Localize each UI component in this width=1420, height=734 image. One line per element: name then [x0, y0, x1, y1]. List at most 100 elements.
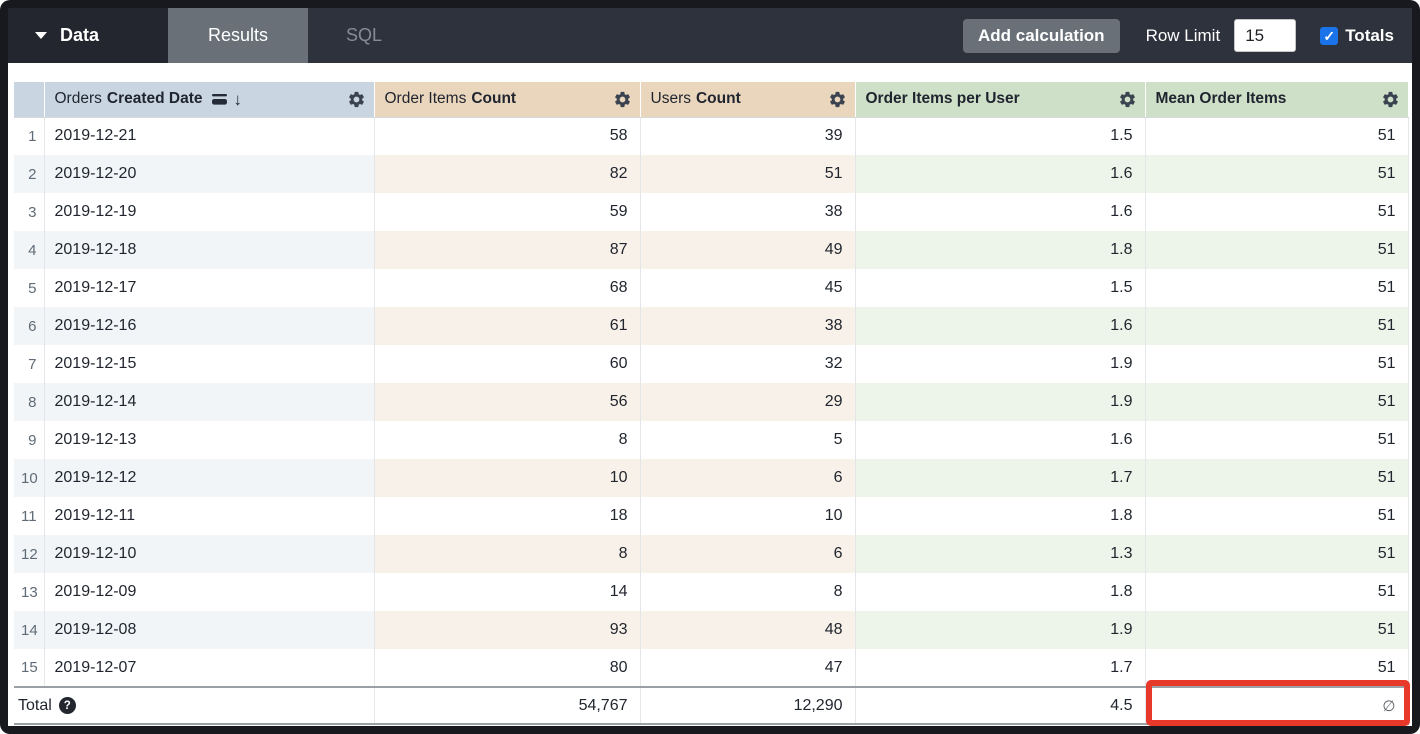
column-header-order-items-per-user[interactable]: Order Items per User [855, 82, 1146, 118]
cell-mean-order-items[interactable]: 51 [1145, 307, 1409, 345]
cell-mean-order-items[interactable]: 51 [1145, 459, 1409, 497]
cell-users-count[interactable]: 29 [640, 383, 856, 421]
cell-mean-order-items[interactable]: 51 [1145, 117, 1409, 155]
cell-mean-order-items[interactable]: 51 [1145, 649, 1409, 687]
cell-order-items-per-user[interactable]: 1.5 [855, 117, 1146, 155]
cell-order-items-count[interactable]: 87 [374, 231, 641, 269]
cell-mean-order-items[interactable]: 51 [1145, 269, 1409, 307]
total-order-items-count[interactable]: 54,767 [374, 686, 641, 725]
explore-results-panel: Data Results SQL Add calculation Row Lim… [8, 8, 1412, 726]
cell-order-items-per-user[interactable]: 1.9 [855, 383, 1146, 421]
cell-order-items-count[interactable]: 82 [374, 155, 641, 193]
cell-order-items-count[interactable]: 8 [374, 535, 641, 573]
cell-order-items-per-user[interactable]: 1.8 [855, 497, 1146, 535]
cell-order-items-per-user[interactable]: 1.8 [855, 573, 1146, 611]
cell-mean-order-items[interactable]: 51 [1145, 573, 1409, 611]
totals-checkbox-icon[interactable]: ✓ [1320, 26, 1339, 45]
cell-order-items-count[interactable]: 61 [374, 307, 641, 345]
cell-order-items-per-user[interactable]: 1.6 [855, 193, 1146, 231]
cell-orders-created-date[interactable]: 2019-12-12 [44, 459, 375, 497]
cell-order-items-per-user[interactable]: 1.6 [855, 421, 1146, 459]
totals-toggle[interactable]: ✓ Totals [1320, 26, 1394, 46]
cell-users-count[interactable]: 49 [640, 231, 856, 269]
cell-order-items-per-user[interactable]: 1.7 [855, 649, 1146, 687]
cell-mean-order-items[interactable]: 51 [1145, 231, 1409, 269]
gear-icon[interactable] [828, 90, 847, 109]
cell-orders-created-date[interactable]: 2019-12-17 [44, 269, 375, 307]
cell-mean-order-items[interactable]: 51 [1145, 421, 1409, 459]
cell-orders-created-date[interactable]: 2019-12-07 [44, 649, 375, 687]
cell-order-items-count[interactable]: 93 [374, 611, 641, 649]
tab-results[interactable]: Results [168, 8, 308, 63]
column-header-order-items-count[interactable]: Order Items Count [374, 82, 641, 118]
cell-orders-created-date[interactable]: 2019-12-09 [44, 573, 375, 611]
cell-order-items-count[interactable]: 14 [374, 573, 641, 611]
gear-icon[interactable] [347, 90, 366, 109]
cell-mean-order-items[interactable]: 51 [1145, 535, 1409, 573]
cell-mean-order-items[interactable]: 51 [1145, 193, 1409, 231]
cell-users-count[interactable]: 38 [640, 307, 856, 345]
gear-icon[interactable] [613, 90, 632, 109]
cell-order-items-per-user[interactable]: 1.5 [855, 269, 1146, 307]
cell-orders-created-date[interactable]: 2019-12-21 [44, 117, 375, 155]
cell-users-count[interactable]: 5 [640, 421, 856, 459]
cell-order-items-count[interactable]: 56 [374, 383, 641, 421]
cell-mean-order-items[interactable]: 51 [1145, 383, 1409, 421]
cell-order-items-count[interactable]: 60 [374, 345, 641, 383]
cell-order-items-per-user[interactable]: 1.6 [855, 307, 1146, 345]
column-header-users-count[interactable]: Users Count [640, 82, 856, 118]
cell-order-items-per-user[interactable]: 1.7 [855, 459, 1146, 497]
cell-order-items-count[interactable]: 80 [374, 649, 641, 687]
cell-users-count[interactable]: 48 [640, 611, 856, 649]
cell-mean-order-items[interactable]: 51 [1145, 155, 1409, 193]
cell-users-count[interactable]: 6 [640, 535, 856, 573]
cell-order-items-count[interactable]: 8 [374, 421, 641, 459]
cell-users-count[interactable]: 39 [640, 117, 856, 155]
total-users-count[interactable]: 12,290 [640, 686, 856, 725]
cell-users-count[interactable]: 32 [640, 345, 856, 383]
cell-orders-created-date[interactable]: 2019-12-14 [44, 383, 375, 421]
cell-users-count[interactable]: 47 [640, 649, 856, 687]
column-header-orders-created-date[interactable]: Orders Created Date ↓ [44, 82, 375, 118]
cell-orders-created-date[interactable]: 2019-12-13 [44, 421, 375, 459]
tab-sql[interactable]: SQL [345, 25, 383, 45]
row-limit-input[interactable] [1234, 19, 1297, 52]
cell-orders-created-date[interactable]: 2019-12-08 [44, 611, 375, 649]
cell-order-items-per-user[interactable]: 1.3 [855, 535, 1146, 573]
cell-mean-order-items[interactable]: 51 [1145, 611, 1409, 649]
gear-icon[interactable] [1118, 90, 1137, 109]
cell-orders-created-date[interactable]: 2019-12-18 [44, 231, 375, 269]
cell-order-items-count[interactable]: 68 [374, 269, 641, 307]
cell-orders-created-date[interactable]: 2019-12-20 [44, 155, 375, 193]
add-calculation-button[interactable]: Add calculation [962, 18, 1120, 53]
cell-orders-created-date[interactable]: 2019-12-11 [44, 497, 375, 535]
total-mean-order-items-null: ∅ [1145, 686, 1409, 725]
cell-users-count[interactable]: 45 [640, 269, 856, 307]
cell-users-count[interactable]: 10 [640, 497, 856, 535]
cell-orders-created-date[interactable]: 2019-12-16 [44, 307, 375, 345]
cell-order-items-count[interactable]: 10 [374, 459, 641, 497]
data-section-toggle[interactable]: Data [8, 8, 168, 63]
cell-users-count[interactable]: 6 [640, 459, 856, 497]
cell-orders-created-date[interactable]: 2019-12-19 [44, 193, 375, 231]
cell-users-count[interactable]: 38 [640, 193, 856, 231]
cell-order-items-count[interactable]: 59 [374, 193, 641, 231]
cell-orders-created-date[interactable]: 2019-12-15 [44, 345, 375, 383]
cell-order-items-per-user[interactable]: 1.9 [855, 611, 1146, 649]
sort-descending-icon[interactable]: ↓ [233, 89, 243, 109]
header-row: Orders Created Date ↓ Order [14, 82, 1409, 118]
cell-mean-order-items[interactable]: 51 [1145, 497, 1409, 535]
cell-order-items-per-user[interactable]: 1.6 [855, 155, 1146, 193]
cell-orders-created-date[interactable]: 2019-12-10 [44, 535, 375, 573]
cell-order-items-count[interactable]: 18 [374, 497, 641, 535]
cell-order-items-per-user[interactable]: 1.9 [855, 345, 1146, 383]
gear-icon[interactable] [1381, 90, 1400, 109]
help-icon[interactable]: ? [58, 697, 76, 714]
cell-order-items-per-user[interactable]: 1.8 [855, 231, 1146, 269]
cell-order-items-count[interactable]: 58 [374, 117, 641, 155]
cell-mean-order-items[interactable]: 51 [1145, 345, 1409, 383]
table-row: 8 2019-12-14 56 29 1.9 51 [14, 383, 1409, 421]
cell-users-count[interactable]: 8 [640, 573, 856, 611]
cell-users-count[interactable]: 51 [640, 155, 856, 193]
column-header-mean-order-items[interactable]: Mean Order Items [1145, 82, 1409, 118]
